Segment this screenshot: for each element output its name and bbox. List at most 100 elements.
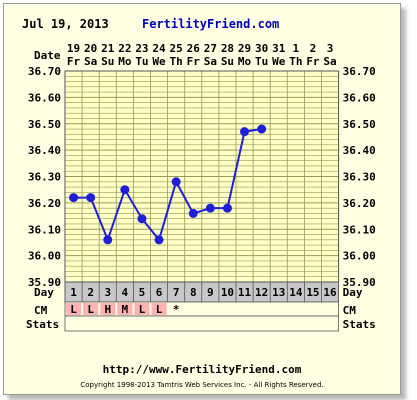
y-tick-left: 35.90 xyxy=(28,276,61,289)
cm-cell xyxy=(66,303,82,315)
day-number: 2 xyxy=(87,286,94,299)
cm-cell xyxy=(151,303,167,315)
footer-copyright: Copyright 1998-2013 Tamtris Web Services… xyxy=(80,381,323,389)
day-number: 4 xyxy=(122,286,129,299)
day-row-label: Day xyxy=(34,286,54,299)
temperature-point xyxy=(103,235,113,245)
temperature-point xyxy=(205,203,215,213)
weekday-label: Sa xyxy=(84,55,97,68)
day-number: 1 xyxy=(70,286,77,299)
cm-value: L xyxy=(139,303,146,316)
day-number: 13 xyxy=(272,286,285,299)
date-label: 25 xyxy=(170,42,183,55)
date-label: 24 xyxy=(152,42,166,55)
date-label: 3 xyxy=(327,42,334,55)
day-number: 10 xyxy=(221,286,234,299)
temperature-point xyxy=(222,203,232,213)
weekday-label: We xyxy=(272,55,286,68)
y-tick-left: 36.00 xyxy=(28,250,61,263)
date-label: 22 xyxy=(118,42,131,55)
y-tick-right: 36.70 xyxy=(343,65,376,78)
weekday-label: Th xyxy=(170,55,183,68)
cm-value: L xyxy=(87,303,94,316)
day-number: 6 xyxy=(156,286,163,299)
plot-border xyxy=(64,70,340,283)
temperature-point xyxy=(240,127,250,137)
date-label: 2 xyxy=(310,42,317,55)
cm-row-label: CM xyxy=(34,304,48,317)
temperature-point xyxy=(257,124,267,134)
temperature-point xyxy=(171,177,181,187)
temperature-point xyxy=(154,235,164,245)
chart-date: Jul 19, 2013 xyxy=(22,17,109,31)
y-tick-right: 36.50 xyxy=(343,118,376,131)
weekday-label: Sa xyxy=(323,55,336,68)
y-tick-right: 36.60 xyxy=(343,91,376,104)
day-row-label-right: Day xyxy=(343,286,363,299)
date-label: 28 xyxy=(221,42,234,55)
date-label: 19 xyxy=(67,42,80,55)
date-label: 20 xyxy=(84,42,97,55)
weekday-label: Su xyxy=(221,55,234,68)
temperature-point xyxy=(137,214,147,224)
day-number: 11 xyxy=(238,286,252,299)
day-number: 7 xyxy=(173,286,180,299)
chart-card: Jul 19, 2013 FertilityFriend.com 36.70 36.7… xyxy=(3,3,401,395)
cm-cell xyxy=(117,303,133,315)
cm-value: H xyxy=(104,303,111,316)
cm-row-label-right: CM xyxy=(343,304,357,317)
stats-row xyxy=(64,315,340,332)
weekday-label: Mo xyxy=(238,55,252,68)
weekday-label: Fr xyxy=(306,55,320,68)
weekday-label: Fr xyxy=(187,55,201,68)
date-label: 21 xyxy=(101,42,115,55)
y-tick-left: 36.30 xyxy=(28,171,61,184)
y-tick-left: 36.40 xyxy=(28,144,61,157)
day-number: 8 xyxy=(190,286,197,299)
weekday-label: Sa xyxy=(204,55,217,68)
cm-value: M xyxy=(122,303,129,316)
date-label: 26 xyxy=(187,42,201,55)
footer-url: http://www.FertilityFriend.com xyxy=(103,363,302,376)
y-tick-left: 36.10 xyxy=(28,223,61,236)
weekday-label: Su xyxy=(101,55,114,68)
day-number: 16 xyxy=(323,286,337,299)
y-tick-right: 36.30 xyxy=(343,171,376,184)
day-number: 3 xyxy=(104,286,111,299)
cm-value: L xyxy=(156,303,163,316)
y-tick-right: 36.40 xyxy=(343,144,376,157)
cm-value: * xyxy=(173,303,180,316)
date-label: 31 xyxy=(272,42,286,55)
y-tick-right: 36.10 xyxy=(343,223,376,236)
cm-cell xyxy=(134,303,150,315)
cm-value: L xyxy=(70,303,77,316)
temperature-point xyxy=(188,208,198,218)
y-tick-left: 36.50 xyxy=(28,118,61,131)
weekday-label: Tu xyxy=(135,55,148,68)
y-tick-left: 36.20 xyxy=(28,197,61,210)
date-label: 23 xyxy=(135,42,148,55)
temperature-point xyxy=(120,185,130,195)
site-name: FertilityFriend.com xyxy=(142,17,279,31)
date-label: 29 xyxy=(238,42,251,55)
y-tick-right: 35.90 xyxy=(343,276,376,289)
weekday-label: Fr xyxy=(67,55,81,68)
y-tick-right: 36.00 xyxy=(343,250,376,263)
weekday-label: Tu xyxy=(255,55,268,68)
temperature-line xyxy=(73,128,262,243)
y-tick-left: 36.70 xyxy=(28,65,61,78)
bbt-chart: Jul 19, 2013 FertilityFriend.com 36.70 36.7… xyxy=(22,17,376,389)
weekday-label: Th xyxy=(289,55,302,68)
day-number: 12 xyxy=(255,286,268,299)
day-number: 5 xyxy=(139,286,146,299)
cm-cell xyxy=(100,303,116,315)
stats-row-label: Stats xyxy=(26,318,59,331)
y-tick-left: 36.60 xyxy=(28,91,61,104)
weekday-label: We xyxy=(152,55,166,68)
date-label: 27 xyxy=(204,42,217,55)
stats-row-label-right: Stats xyxy=(343,318,376,331)
y-tick-right: 36.20 xyxy=(343,197,376,210)
temperature-point xyxy=(69,193,79,203)
day-number: 14 xyxy=(289,286,303,299)
date-label: 30 xyxy=(255,42,268,55)
